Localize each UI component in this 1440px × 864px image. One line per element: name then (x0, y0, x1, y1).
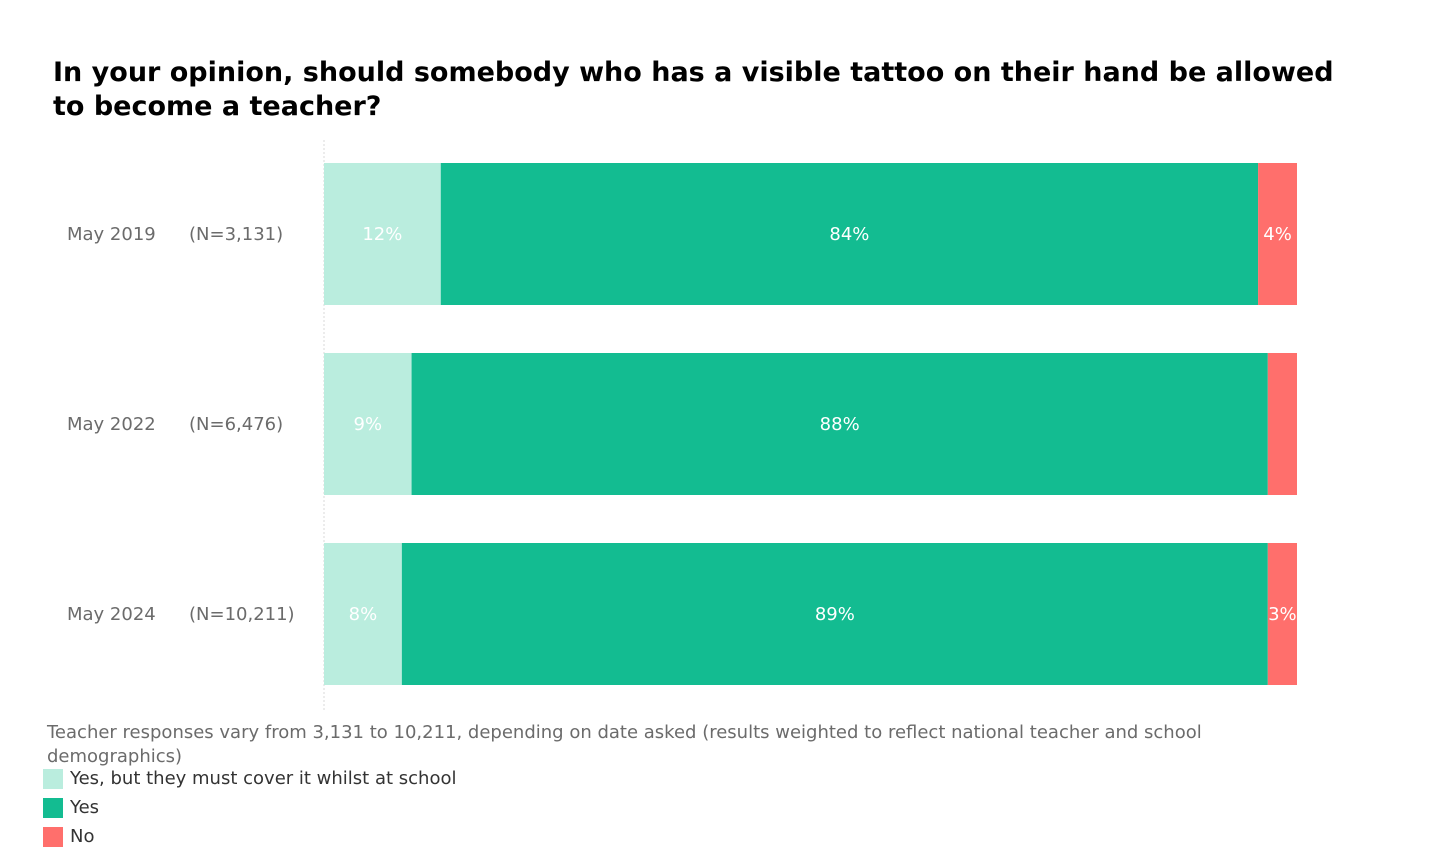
bar-segment (324, 163, 441, 305)
sample-size-label: (N=6,476) (189, 414, 283, 435)
data-label: 12% (362, 224, 402, 245)
chart-title: In your opinion, should somebody who has… (53, 57, 1334, 122)
bar-segment (1267, 353, 1297, 495)
data-label: 84% (829, 224, 869, 245)
legend-swatch (43, 797, 63, 818)
sample-size-label: (N=3,131) (189, 224, 283, 245)
bar-segment (324, 353, 412, 495)
chart-note: Teacher responses vary from 3,131 to 10,… (47, 722, 1202, 767)
category-label: May 2022 (67, 414, 156, 435)
bar-segment (411, 353, 1268, 495)
data-label: 88% (820, 414, 860, 435)
data-label: 4% (1263, 224, 1292, 245)
category-label: May 2024 (67, 604, 156, 625)
legend: Yes, but they must cover it whilst at sc… (43, 764, 456, 851)
bar-segment (440, 163, 1259, 305)
bar-segment (1258, 163, 1297, 305)
data-label: 9% (354, 414, 383, 435)
legend-item: Yes, but they must cover it whilst at sc… (43, 764, 456, 793)
legend-item: Yes (43, 793, 456, 822)
bar-segment (1267, 543, 1297, 685)
legend-swatch (43, 826, 63, 847)
data-label: 8% (349, 604, 378, 625)
bar-segment (401, 543, 1268, 685)
legend-label: Yes, but they must cover it whilst at sc… (70, 768, 457, 789)
category-label: May 2019 (67, 224, 156, 245)
data-label: 89% (815, 604, 855, 625)
legend-label: Yes (70, 797, 100, 818)
sample-size-label: (N=10,211) (189, 604, 295, 625)
legend-swatch (43, 768, 63, 789)
bar-segment (324, 543, 402, 685)
legend-label: No (70, 826, 95, 847)
legend-item: No (43, 822, 456, 851)
data-label: 3% (1268, 604, 1297, 625)
